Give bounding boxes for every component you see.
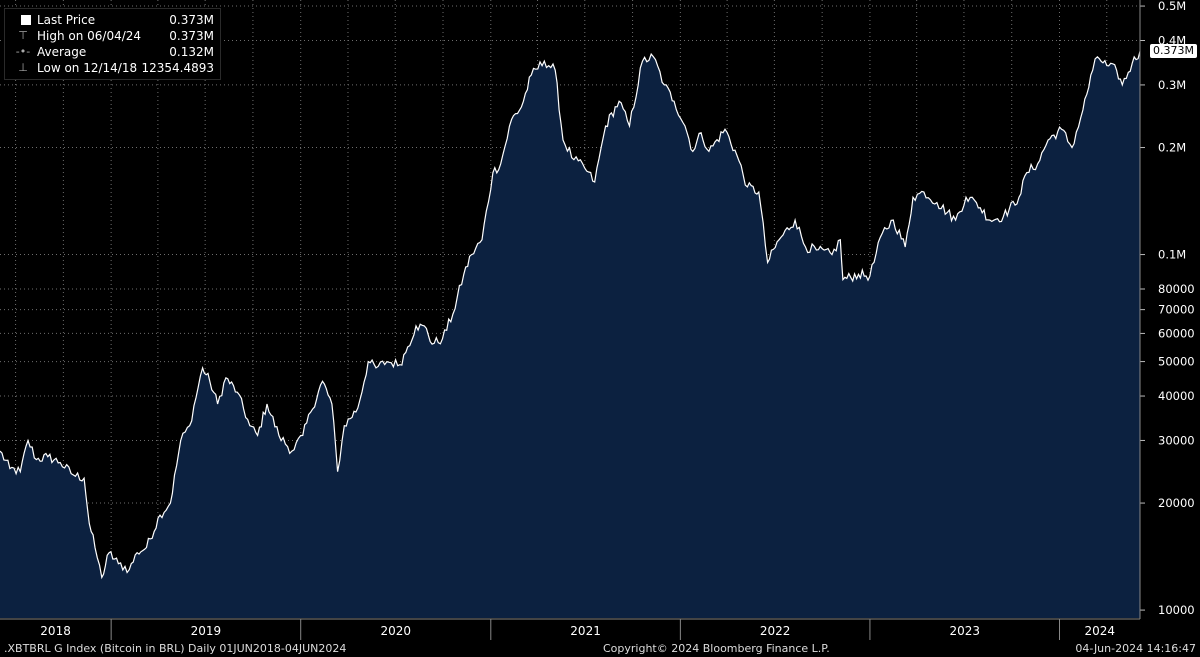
x-tick-label: 2018	[40, 624, 71, 638]
legend-average-value: 0.132M	[169, 45, 214, 59]
x-tick-label: 2024	[1084, 624, 1115, 638]
y-tick-label: 0.5M	[1158, 0, 1186, 13]
last-price-tag: 0.373M	[1150, 44, 1197, 58]
x-tick-label: 2023	[949, 624, 980, 638]
legend-last-price-label: Last Price	[37, 13, 96, 27]
x-axis: 2018 2019 2020 2021 2022 2023 2024	[0, 618, 1140, 640]
legend-row-high: ⊤ High on 06/04/24 0.373M	[13, 28, 216, 44]
y-tick-label: 0.1M	[1158, 248, 1186, 262]
y-axis: 0.5M0.4M0.3M0.2M0.1M80000700006000050000…	[1139, 0, 1195, 619]
y-tick-label: 60000	[1158, 326, 1195, 340]
legend-high-label: High on 06/04/24	[37, 29, 142, 43]
price-area	[0, 51, 1140, 619]
x-tick-label: 2019	[191, 624, 222, 638]
price-line	[0, 51, 1141, 580]
legend-low-label: Low on 12/14/18	[37, 61, 138, 75]
average-marker-icon: -•-	[15, 45, 31, 58]
legend-high-value: 0.373M	[169, 29, 214, 43]
legend-row-average: -•- Average 0.132M	[13, 44, 216, 60]
last-price-swatch-icon	[21, 15, 31, 25]
x-tick-label: 2020	[380, 624, 411, 638]
footer-copyright: Copyright© 2024 Bloomberg Finance L.P.	[603, 642, 830, 655]
y-tick-label: 10000	[1158, 603, 1195, 617]
y-tick-label: 50000	[1158, 355, 1195, 369]
footer: .XBTBRL G Index (Bitcoin in BRL) Daily 0…	[0, 640, 1200, 657]
y-tick-label: 30000	[1158, 433, 1195, 447]
legend-low-value: 12354.4893	[141, 61, 214, 75]
footer-index-info: .XBTBRL G Index (Bitcoin in BRL) Daily 0…	[4, 642, 347, 655]
y-tick-label: 0.2M	[1158, 141, 1186, 155]
y-tick-label: 80000	[1158, 282, 1195, 296]
low-marker-icon: ⊥	[18, 61, 28, 74]
footer-timestamp: 04-Jun-2024 14:16:47	[1075, 642, 1196, 655]
legend: Last Price 0.373M ⊤ High on 06/04/24 0.3…	[4, 8, 221, 80]
legend-row-last-price: Last Price 0.373M	[13, 12, 216, 28]
y-tick-label: 0.3M	[1158, 78, 1186, 92]
legend-row-low: ⊥ Low on 12/14/18 12354.4893	[13, 60, 216, 76]
high-marker-icon: ⊤	[18, 29, 28, 42]
legend-average-label: Average	[37, 45, 87, 59]
x-tick-label: 2021	[570, 624, 601, 638]
y-tick-label: 40000	[1158, 389, 1195, 403]
legend-last-price-value: 0.373M	[169, 13, 214, 27]
y-tick-label: 70000	[1158, 303, 1195, 317]
y-tick-label: 20000	[1158, 496, 1195, 510]
x-tick-label: 2022	[760, 624, 791, 638]
